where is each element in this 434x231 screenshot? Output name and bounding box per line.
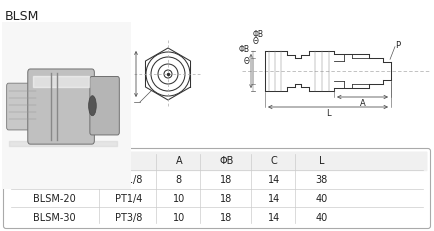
Text: PT1/4: PT1/4: [115, 193, 142, 203]
Text: BLSM-10: BLSM-10: [33, 174, 76, 184]
Text: A: A: [360, 99, 365, 108]
Text: L: L: [326, 109, 330, 118]
Text: 40: 40: [315, 193, 327, 203]
Text: P: P: [125, 156, 131, 166]
Text: P: P: [395, 41, 400, 50]
FancyBboxPatch shape: [7, 84, 39, 130]
Text: 10: 10: [173, 212, 185, 222]
Ellipse shape: [89, 96, 96, 116]
FancyBboxPatch shape: [3, 149, 431, 228]
Text: A: A: [175, 156, 182, 166]
FancyBboxPatch shape: [7, 152, 427, 171]
Text: BLSM: BLSM: [5, 10, 39, 23]
Text: 14: 14: [268, 174, 280, 184]
Text: C: C: [122, 72, 131, 77]
Text: PT3/8: PT3/8: [115, 212, 142, 222]
Text: 8: 8: [176, 174, 182, 184]
Text: ΦB: ΦB: [219, 156, 233, 166]
Text: 18: 18: [220, 193, 233, 203]
Text: Θ: Θ: [244, 57, 250, 66]
Text: 10: 10: [173, 193, 185, 203]
Text: 18: 18: [220, 174, 233, 184]
Text: ΦB: ΦB: [253, 30, 264, 39]
Text: ΦB: ΦB: [239, 45, 250, 54]
FancyBboxPatch shape: [28, 70, 94, 145]
Text: C: C: [270, 156, 277, 166]
Text: BLSM-20: BLSM-20: [33, 193, 76, 203]
Text: 38: 38: [315, 174, 327, 184]
Text: BLSM-30: BLSM-30: [33, 212, 76, 222]
Text: PT1/8: PT1/8: [115, 174, 142, 184]
Text: 14: 14: [268, 212, 280, 222]
Text: L: L: [319, 156, 324, 166]
Text: 40: 40: [315, 212, 327, 222]
FancyBboxPatch shape: [90, 77, 119, 135]
Text: Θ: Θ: [253, 37, 259, 46]
Text: 14: 14: [268, 193, 280, 203]
Text: 型号Model: 型号Model: [34, 156, 75, 166]
Text: 18: 18: [220, 212, 233, 222]
